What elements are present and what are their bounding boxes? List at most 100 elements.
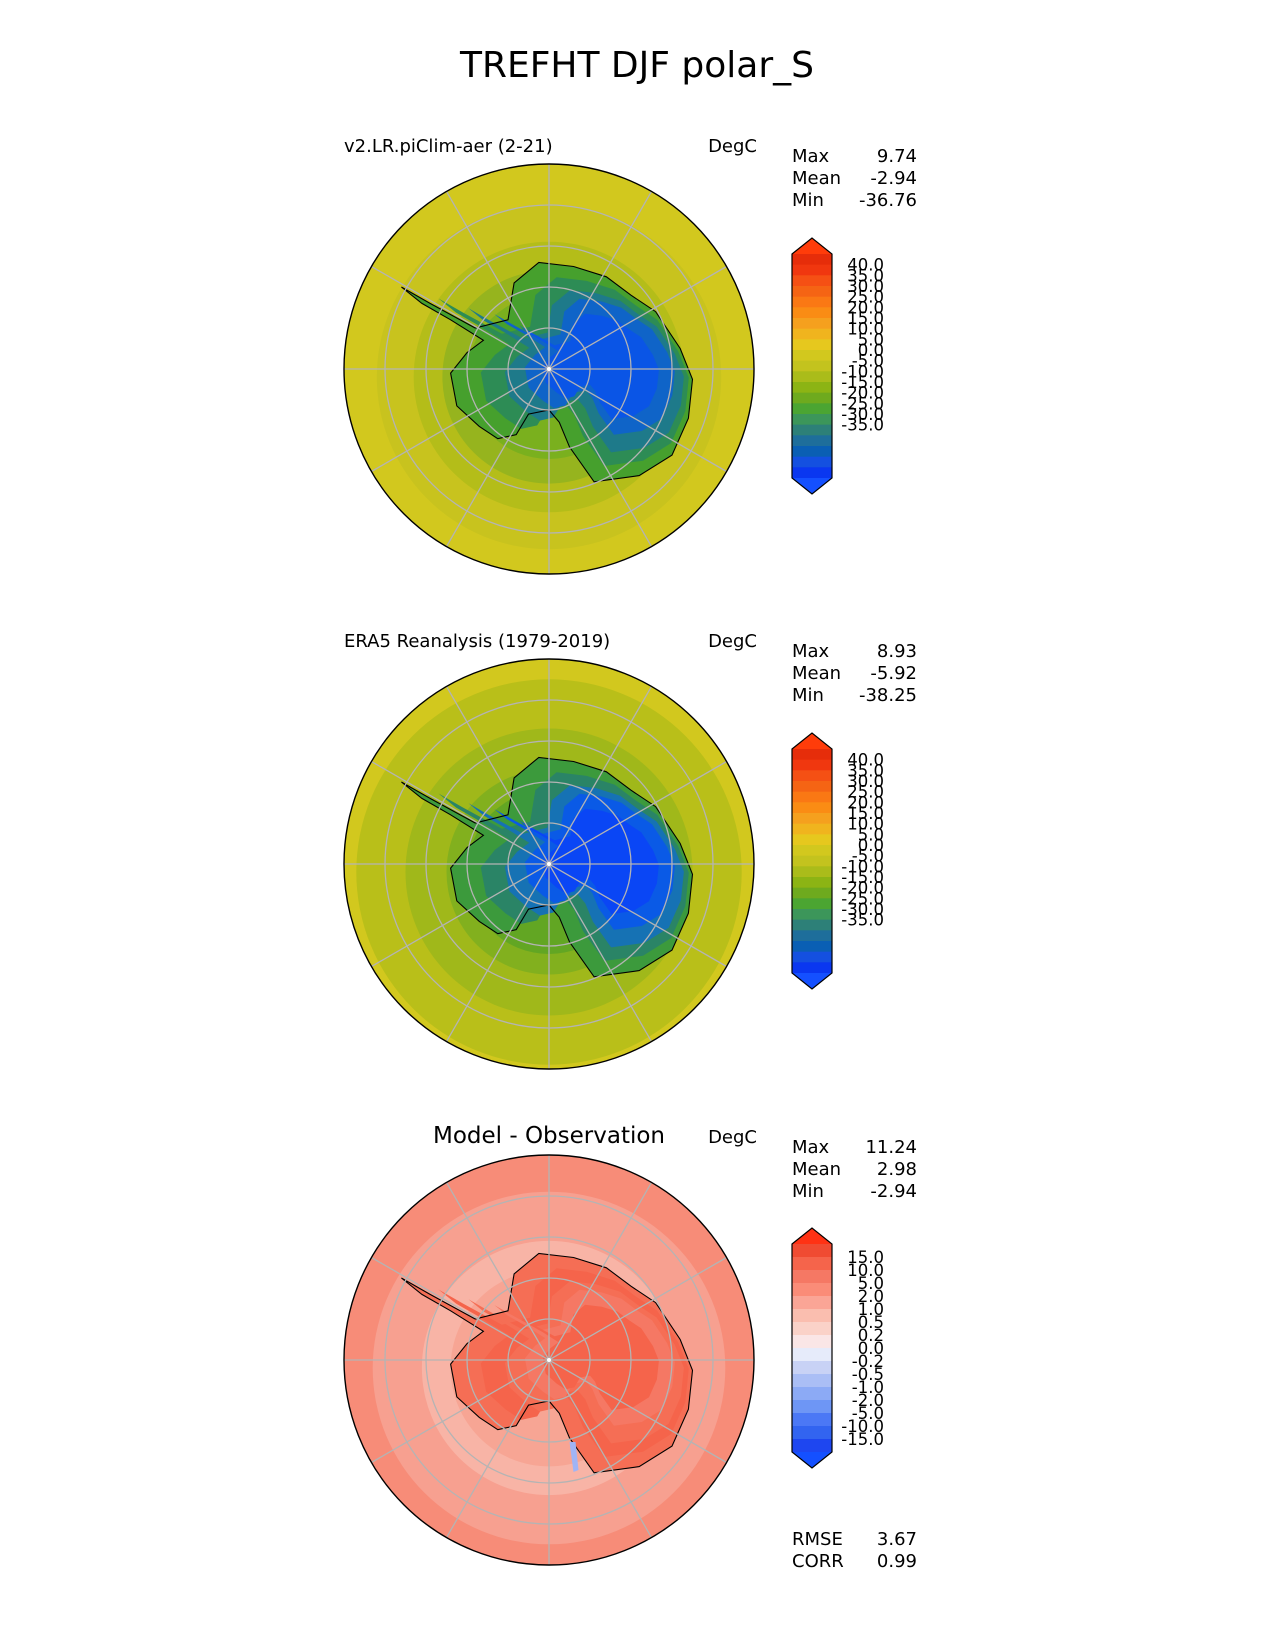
colorbar-level (792, 456, 832, 468)
colorbar-level (792, 919, 832, 931)
colorbar-level (792, 371, 832, 383)
colorbar-tick-label: -25.0 (841, 889, 884, 908)
colorbar-outline (791, 1227, 833, 1469)
colorbar-level (792, 296, 832, 308)
negative-anomaly-streak (569, 1442, 579, 1472)
panel-test-colorbar: 40.035.030.025.020.015.010.05.00.0-5.0-1… (791, 237, 884, 495)
colorbar-level (792, 435, 832, 447)
colorbar-low-extend (792, 1452, 832, 1468)
colorbar-level (792, 759, 832, 771)
colorbar-level (792, 1387, 832, 1401)
colorbar-level (792, 1439, 832, 1453)
colorbar-tick-label: -10.0 (841, 857, 884, 876)
colorbar-outline (791, 237, 833, 495)
panel-ref-stat-max-value: 8.93 (877, 641, 917, 662)
colorbar-tick-label: -15.0 (841, 373, 884, 392)
coastline (401, 756, 694, 978)
panel-test: v2.LR.piClim-aer (2-21) DegC Max 9.74 Me… (343, 136, 917, 575)
panel-diff-title: Model - Observation (433, 1123, 665, 1149)
colorbar-tick-label: -0.2 (852, 1352, 884, 1371)
colorbar-level (792, 328, 832, 340)
land-level (519, 1304, 659, 1410)
panel-ref-stat-max-label: Max (792, 641, 830, 662)
colorbar-tick-label: 40.0 (847, 751, 884, 770)
colorbar-tick-label: -0.5 (852, 1365, 884, 1384)
colorbar-tick-label: 0.0 (858, 341, 884, 360)
colorbar-level (792, 845, 832, 857)
colorbar-level (792, 1413, 832, 1427)
colorbar-level (792, 855, 832, 867)
colorbar-tick-label: 10.0 (847, 320, 884, 339)
colorbar-level (792, 802, 832, 814)
panel-ref-title: ERA5 Reanalysis (1979-2019) (344, 631, 610, 652)
colorbar-tick-label: -10.0 (841, 1417, 884, 1436)
panel-test-title: v2.LR.piClim-aer (2-21) (344, 136, 553, 157)
coastline (401, 261, 694, 483)
colorbar-level (792, 382, 832, 394)
colorbar-tick-label: -30.0 (841, 405, 884, 424)
panel-ref-map-border (343, 658, 755, 1070)
panel-diff-corr-label: CORR (792, 1551, 844, 1572)
panel-ref-stat-min-value: -38.25 (859, 685, 917, 706)
colorbar-tick-label: -35.0 (841, 416, 884, 435)
colorbar-tick-label: -1.0 (852, 1378, 884, 1397)
colorbar-level (792, 813, 832, 825)
colorbar-tick-label: -20.0 (841, 879, 884, 898)
panel-diff-colorbar: 15.010.05.02.01.00.50.20.0-0.2-0.5-1.0-2… (791, 1227, 884, 1469)
colorbar-level (792, 834, 832, 846)
colorbar-level (792, 823, 832, 835)
colorbar-tick-label: -10.0 (841, 362, 884, 381)
colorbar-tick-label: -5.0 (852, 1404, 884, 1423)
colorbar-level (792, 264, 832, 276)
colorbar-tick-label: -20.0 (841, 384, 884, 403)
panel-diff-stat-min-value: -2.94 (870, 1181, 917, 1202)
panel-test-stat-max-value: 9.74 (877, 146, 917, 167)
colorbar-tick-label: 40.0 (847, 256, 884, 275)
colorbar-tick-label: 30.0 (847, 772, 884, 791)
colorbar-level (792, 909, 832, 921)
colorbar-level (792, 286, 832, 298)
colorbar-level (792, 1374, 832, 1388)
colorbar-level (792, 339, 832, 351)
panel-diff-stat-mean-value: 2.98 (877, 1159, 917, 1180)
panel-diff-stat-max-label: Max (792, 1137, 830, 1158)
panel-ref-graticule (344, 659, 754, 1069)
colorbar-tick-label: 35.0 (847, 761, 884, 780)
colorbar-low-extend (792, 478, 832, 494)
pole-marker (547, 367, 551, 371)
colorbar-tick-label: -15.0 (841, 868, 884, 887)
panel-diff-map-border (343, 1154, 755, 1566)
pole-marker (547, 862, 551, 866)
panel-ref-units: DegC (708, 631, 757, 652)
colorbar-tick-label: 5.0 (858, 1274, 884, 1293)
colorbar-level (792, 392, 832, 404)
panel-diff-rmse-value: 3.67 (877, 1529, 917, 1550)
colorbar-level (792, 403, 832, 415)
colorbar-level (792, 254, 832, 266)
coastline (401, 1252, 694, 1474)
colorbar-high-extend (792, 1228, 832, 1244)
colorbar-tick-label: 25.0 (847, 783, 884, 802)
panel-diff-map (343, 1154, 755, 1566)
colorbar-level (792, 1283, 832, 1297)
colorbar-level (792, 1348, 832, 1362)
panel-diff-units: DegC (708, 1127, 757, 1148)
colorbar-tick-label: 15.0 (847, 1248, 884, 1267)
colorbar-tick-label: -30.0 (841, 900, 884, 919)
colorbar-level (792, 446, 832, 458)
colorbar-tick-label: 0.0 (858, 836, 884, 855)
colorbar-level (792, 749, 832, 761)
colorbar-level (792, 1400, 832, 1414)
colorbar-tick-label: 20.0 (847, 793, 884, 812)
colorbar-level (792, 307, 832, 319)
colorbar-tick-label: 1.0 (858, 1300, 884, 1319)
colorbar-level (792, 770, 832, 782)
colorbar-level (792, 350, 832, 362)
colorbar-high-extend (792, 238, 832, 254)
colorbar-tick-label: 15.0 (847, 309, 884, 328)
pole-marker (547, 1358, 551, 1362)
panel-ref-stat-min-label: Min (792, 685, 824, 706)
colorbar-tick-label: -5.0 (852, 352, 884, 371)
panel-ref-stat-mean-label: Mean (792, 663, 841, 684)
